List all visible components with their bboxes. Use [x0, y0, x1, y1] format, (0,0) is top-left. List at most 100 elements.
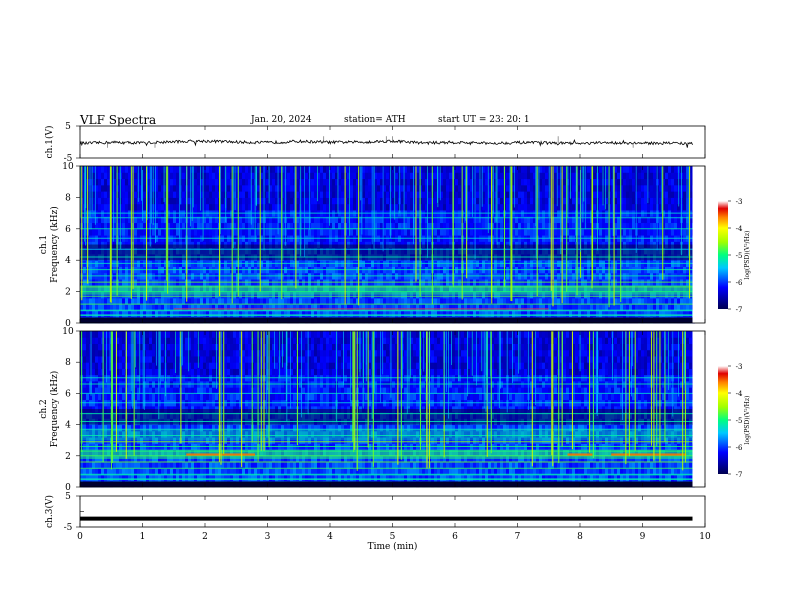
spectrogram-cell: [383, 191, 386, 198]
spectrogram-cell: [95, 166, 98, 173]
spectrogram-cell: [644, 297, 647, 305]
spectrogram-cell: [227, 178, 230, 186]
spectrogram-cell: [365, 184, 368, 192]
spectrogram-cell: [317, 310, 320, 318]
spectrogram-cell: [95, 216, 98, 224]
spectrogram-cell: [239, 291, 242, 299]
spectrogram-cell: [554, 184, 557, 192]
spectrogram-cell: [341, 222, 344, 230]
spectrogram-cell: [638, 297, 641, 305]
spectrogram-cell: [209, 304, 212, 311]
spectrogram-cell: [431, 304, 434, 311]
spectrogram-cell: [359, 304, 362, 311]
spectrogram-cell: [212, 304, 215, 311]
spectrogram-cell: [650, 216, 653, 224]
spectrogram-cell: [437, 222, 440, 230]
spectrogram-cell: [356, 178, 359, 186]
spectrogram-cell: [275, 166, 278, 173]
spectrogram-cell: [590, 297, 593, 305]
spectrogram-cell: [662, 291, 665, 299]
spectrogram-cell: [242, 291, 245, 299]
spectrogram-cell: [173, 197, 176, 205]
spectrogram-cell: [245, 191, 248, 198]
spectrogram-cell: [161, 304, 164, 311]
spectrogram-cell: [209, 297, 212, 305]
spectrogram-cell: [101, 310, 104, 318]
spectrogram-cell: [518, 172, 521, 180]
spectrogram-cell: [203, 203, 206, 211]
spectrogram-cell: [515, 166, 518, 173]
spectrogram-cell: [479, 291, 482, 299]
spectrogram-cell: [92, 178, 95, 186]
spectrogram-cell: [632, 228, 635, 236]
spectrogram-cell: [242, 228, 245, 236]
spectrogram-cell: [203, 310, 206, 318]
spectrogram-cell: [575, 310, 578, 318]
spectrogram-cell: [131, 216, 134, 224]
spectrogram-cell: [266, 197, 269, 205]
spectrogram-cell: [215, 197, 218, 205]
spectrogram-cell: [188, 291, 191, 299]
spectrogram-cell: [233, 222, 236, 230]
spectrogram-cell: [575, 304, 578, 311]
spectrogram-cell: [353, 191, 356, 198]
spectrogram-cell: [221, 222, 224, 230]
spectrogram-cell: [263, 191, 266, 198]
spectrogram-cell: [542, 172, 545, 180]
spectrogram-cell: [632, 304, 635, 311]
spectrogram-cell: [515, 297, 518, 305]
spectrogram-cell: [314, 297, 317, 305]
spectrogram-cell: [662, 184, 665, 192]
spectrogram-cell: [413, 310, 416, 318]
spectrogram-cell: [128, 197, 131, 205]
spectrogram-cell: [524, 297, 527, 305]
spectrogram-cell: [533, 304, 536, 311]
spectrogram-cell: [377, 216, 380, 224]
spectrogram-cell: [179, 228, 182, 236]
spectrogram-cell: [449, 304, 452, 311]
spectrogram-cell: [386, 310, 389, 318]
spectrogram-cell: [197, 228, 200, 236]
spectrogram-cell: [638, 222, 641, 230]
spectrogram-cell: [578, 228, 581, 236]
spectrogram-cell: [134, 222, 137, 230]
spectrogram-cell: [191, 222, 194, 230]
spectrogram-cell: [605, 184, 608, 192]
spectrogram-cell: [407, 203, 410, 211]
spectrogram-cell: [644, 191, 647, 198]
spectrogram-cell: [308, 304, 311, 311]
spectrogram-cell: [563, 310, 566, 318]
spectrogram-cell: [647, 178, 650, 186]
spectrogram-cell: [269, 304, 272, 311]
spectrogram-cell: [416, 216, 419, 224]
spectrogram-cell: [608, 310, 611, 318]
spectrogram-cell: [581, 228, 584, 236]
spectrogram-cell: [332, 297, 335, 305]
spectrogram-cell: [113, 191, 116, 198]
spectrogram-cell: [236, 222, 239, 230]
spectrogram-cell: [671, 197, 674, 205]
spectrogram-cell: [587, 297, 590, 305]
spectrogram-cell: [197, 172, 200, 180]
spectrogram-cell: [491, 191, 494, 198]
spectrogram-cell: [242, 191, 245, 198]
spectrogram-cell: [95, 310, 98, 318]
spectrogram-cell: [578, 297, 581, 305]
spectrogram-cell: [200, 304, 203, 311]
spectrogram-cell: [227, 291, 230, 299]
spectrogram-cell: [557, 197, 560, 205]
spectrogram-cell: [500, 297, 503, 305]
spectrogram-cell: [647, 216, 650, 224]
spectrogram-cell: [641, 222, 644, 230]
spectrogram-cell: [554, 197, 557, 205]
spectrogram-cell: [257, 166, 260, 173]
spectrogram-cell: [329, 291, 332, 299]
spectrogram-cell: [317, 228, 320, 236]
spectrogram-cell: [518, 178, 521, 186]
spectrogram-cell: [206, 228, 209, 236]
spectrogram-cell: [221, 291, 224, 299]
spectrogram-cell: [578, 310, 581, 318]
spectrogram-cell: [443, 216, 446, 224]
spectrogram-cell: [563, 184, 566, 192]
spectrogram-cell: [653, 172, 656, 180]
